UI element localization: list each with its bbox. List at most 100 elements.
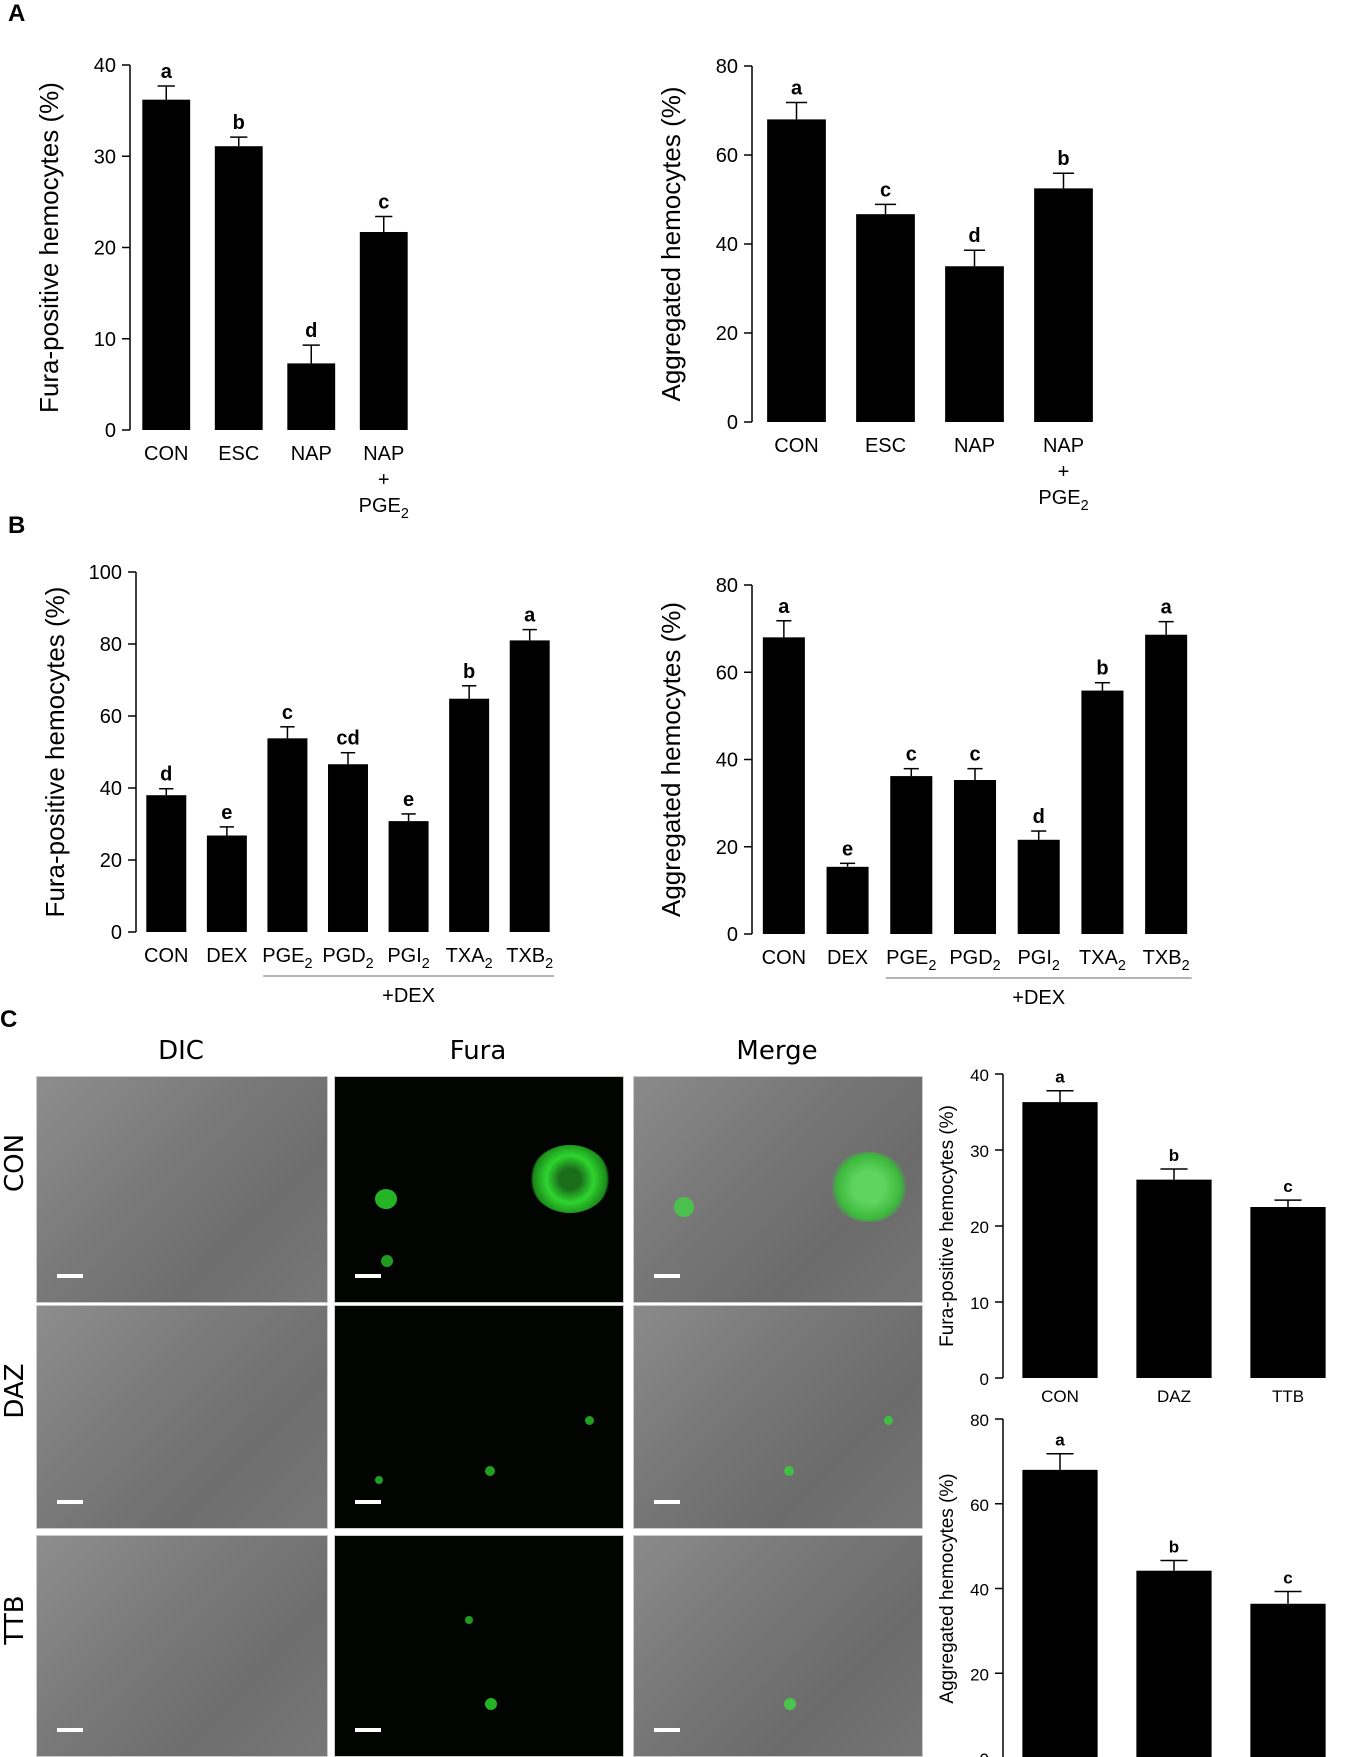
x-tick-label: PGD2 <box>949 947 1000 974</box>
fluorescent-cell <box>884 1416 893 1425</box>
y-tick-label: 40 <box>94 55 116 77</box>
micrograph-merge-daz <box>633 1305 923 1529</box>
significance-letter: d <box>1033 806 1045 828</box>
significance-letter: b <box>1169 1146 1179 1165</box>
significance-letter: a <box>1055 1431 1065 1450</box>
y-tick-label: 40 <box>100 778 122 800</box>
y-tick-label: 40 <box>970 1581 989 1600</box>
bar <box>359 231 408 430</box>
y-tick-label: 0 <box>727 412 738 434</box>
chart-b-fura: 0 20 40 60 80 100 Fura-positive hemocytes (%) d… <box>40 562 554 1007</box>
y-tick-label: 0 <box>727 924 738 946</box>
scale-bar <box>654 1274 680 1278</box>
significance-letter: e <box>842 838 853 860</box>
y-tick-label: 80 <box>970 1411 989 1430</box>
significance-letter: c <box>969 744 980 766</box>
fluorescent-cell <box>784 1698 796 1710</box>
column-header-dic: DIC <box>158 1036 204 1066</box>
bar <box>1022 1469 1098 1757</box>
micrograph-merge-ttb <box>633 1535 923 1757</box>
chart-b-aggregated: 0 20 40 60 80 Aggregated hemocytes (%) a CON e DE… <box>656 575 1192 1009</box>
bar <box>142 99 191 431</box>
fluorescent-cluster <box>530 1145 610 1213</box>
significance-letter: c <box>378 191 389 213</box>
y-tick-label: 20 <box>94 238 116 260</box>
x-tick-label: PGI2 <box>387 945 429 972</box>
y-tick-label: 60 <box>716 145 738 167</box>
micrograph-fura-con <box>334 1076 624 1303</box>
significance-letter: a <box>1161 597 1173 619</box>
scale-bar <box>654 1728 680 1732</box>
column-header-merge: Merge <box>736 1036 818 1066</box>
bar <box>945 266 1004 422</box>
panel-label-b: B <box>8 512 26 539</box>
significance-letter: b <box>463 661 475 683</box>
significance-letter: a <box>524 605 536 627</box>
significance-letter: b <box>1096 658 1108 680</box>
significance-letter: a <box>778 596 790 618</box>
scale-bar <box>57 1728 83 1732</box>
y-tick-label: 20 <box>716 837 738 859</box>
y-tick-label: 80 <box>716 575 738 597</box>
x-tick-label: CON <box>1041 1387 1079 1406</box>
bar <box>890 776 933 934</box>
panel-label-a: A <box>8 0 26 27</box>
bar <box>953 780 997 934</box>
x-tick-label: + <box>378 469 390 491</box>
x-tick-label: ESC <box>218 443 259 465</box>
y-tick-label: 20 <box>970 1218 989 1237</box>
x-tick-label: NAP <box>363 443 404 465</box>
y-axis-title: Aggregated hemocytes (%) <box>656 86 686 401</box>
bar <box>1250 1207 1326 1378</box>
x-tick-label: NAP <box>291 443 332 465</box>
x-tick-label: TXA2 <box>1079 947 1126 974</box>
scale-bar <box>654 1500 680 1504</box>
y-tick-label: 0 <box>980 1750 989 1757</box>
x-tick-label: NAP <box>954 435 995 457</box>
y-tick-label: 80 <box>100 634 122 656</box>
group-label: +DEX <box>1012 987 1065 1009</box>
y-tick-label: 10 <box>94 329 116 351</box>
bar <box>1034 188 1093 422</box>
bar <box>146 795 187 932</box>
x-tick-label: TXA2 <box>446 945 493 972</box>
micrograph-merge-con <box>633 1076 923 1303</box>
x-tick-label: PGE2 <box>262 945 312 972</box>
significance-letter: d <box>305 320 317 342</box>
significance-letter: c <box>1283 1177 1292 1196</box>
fluorescent-cell <box>465 1616 473 1624</box>
x-tick-label: CON <box>762 947 806 969</box>
x-tick-label: PGE2 <box>1038 487 1088 514</box>
significance-letter: a <box>1055 1068 1065 1087</box>
bar <box>1022 1102 1098 1378</box>
fluorescent-cell <box>485 1466 495 1476</box>
x-tick-label: CON <box>144 443 188 465</box>
significance-letter: b <box>1057 148 1069 170</box>
scale-bar <box>57 1500 83 1504</box>
fluorescent-cell <box>375 1476 383 1484</box>
x-tick-label: DEX <box>827 947 868 969</box>
fluorescent-cell <box>381 1255 393 1267</box>
bar <box>767 119 826 423</box>
bar <box>826 866 869 934</box>
significance-letter: e <box>221 802 232 824</box>
fluorescent-cluster <box>829 1152 909 1222</box>
y-tick-label: 60 <box>100 706 122 728</box>
x-tick-label: CON <box>774 435 818 457</box>
bar <box>1145 634 1188 934</box>
x-tick-label: + <box>1058 461 1070 483</box>
row-header-con: CON <box>0 1133 30 1193</box>
micrograph-fura-daz <box>334 1305 624 1529</box>
bar <box>287 363 336 430</box>
row-header-daz: DAZ <box>0 1363 30 1419</box>
scale-bar <box>355 1274 381 1278</box>
bar <box>206 835 247 932</box>
y-tick-label: 100 <box>89 562 122 584</box>
fluorescent-cell <box>784 1466 794 1476</box>
significance-letter: b <box>1169 1538 1179 1557</box>
micrograph-fura-ttb <box>334 1535 624 1757</box>
micrograph-dic-daz <box>36 1305 328 1529</box>
significance-letter: e <box>403 789 414 811</box>
scale-bar <box>355 1500 381 1504</box>
y-tick-label: 40 <box>716 750 738 772</box>
